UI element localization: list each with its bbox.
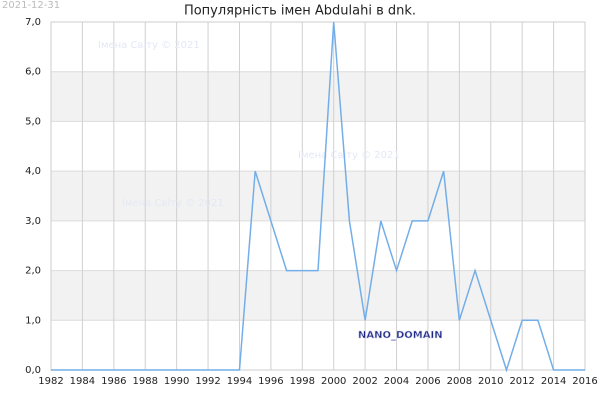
date-label: 2021-12-31 xyxy=(2,0,60,11)
chart-title: Популярність імен Abdulahi в dnk. xyxy=(184,4,416,19)
x-tick-label: 2006 xyxy=(415,376,440,387)
grid-band xyxy=(51,171,585,221)
x-tick-label: 2000 xyxy=(321,376,346,387)
watermark: Імена Світу © 2021 xyxy=(98,39,200,51)
x-tick-label: 2010 xyxy=(478,376,503,387)
y-tick-label: 3,0 xyxy=(25,216,41,227)
grid-band xyxy=(51,270,585,321)
x-tick-label: 1984 xyxy=(70,376,95,387)
x-tick-label: 2002 xyxy=(352,376,377,387)
y-tick-label: 4,0 xyxy=(25,166,41,177)
y-tick-label: 7,0 xyxy=(25,17,41,28)
x-tick-label: 2008 xyxy=(447,376,472,387)
x-tick-label: 1988 xyxy=(133,376,158,387)
x-tick-label: 2004 xyxy=(384,376,409,387)
x-tick-label: 1986 xyxy=(101,376,126,387)
x-tick-label: 2012 xyxy=(509,376,534,387)
data-line xyxy=(51,21,585,373)
y-tick-label: 5,0 xyxy=(25,116,41,127)
x-tick-label: 1996 xyxy=(258,376,283,387)
x-tick-label: 1992 xyxy=(195,376,220,387)
x-tick-label: 1994 xyxy=(227,376,252,387)
x-tick-label: 2014 xyxy=(541,376,566,387)
x-tick-label: 1998 xyxy=(290,376,315,387)
x-tick-label: 2016 xyxy=(572,376,597,387)
x-tick-label: 1990 xyxy=(164,376,189,387)
y-tick-label: 0,0 xyxy=(25,365,41,376)
x-tick-label: 1982 xyxy=(38,376,63,387)
y-tick-label: 1,0 xyxy=(25,315,41,326)
watermark: Імена Світу © 2021 xyxy=(298,149,400,161)
domain-label: NANO_DOMAIN xyxy=(358,330,443,341)
y-tick-label: 2,0 xyxy=(25,266,41,277)
plot-frame xyxy=(50,21,586,371)
y-tick-label: 6,0 xyxy=(25,67,41,78)
grid-band xyxy=(51,71,585,122)
watermark: Імена Світу © 2021 xyxy=(122,197,224,209)
